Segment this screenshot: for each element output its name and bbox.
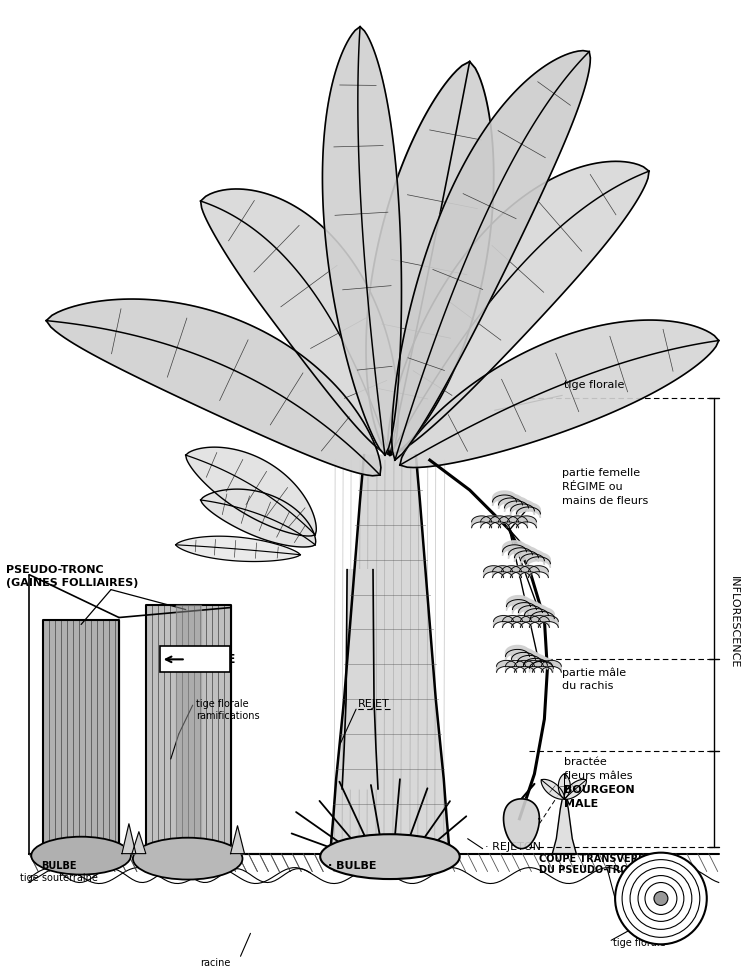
Polygon shape — [517, 503, 541, 518]
Polygon shape — [558, 774, 570, 799]
Polygon shape — [502, 566, 521, 577]
Polygon shape — [513, 599, 536, 614]
Polygon shape — [493, 616, 514, 627]
Text: mains de fleurs: mains de fleurs — [562, 496, 648, 506]
Polygon shape — [505, 646, 529, 660]
Polygon shape — [231, 826, 244, 854]
Text: tige florale: tige florale — [196, 700, 248, 709]
Text: RÉGIME ou: RÉGIME ou — [562, 482, 623, 492]
Polygon shape — [502, 616, 523, 627]
Ellipse shape — [32, 836, 131, 874]
Text: INFLORESCENCE: INFLORESCENCE — [729, 576, 738, 668]
Polygon shape — [526, 553, 550, 568]
Text: racine: racine — [200, 958, 231, 968]
Circle shape — [654, 891, 668, 906]
Polygon shape — [511, 566, 530, 577]
Polygon shape — [176, 536, 300, 562]
Text: COUPE TRANSVERSALE: COUPE TRANSVERSALE — [539, 854, 666, 864]
Text: DU PSEUDO-TRONC: DU PSEUDO-TRONC — [539, 865, 644, 874]
Text: fleurs mâles: fleurs mâles — [564, 771, 632, 781]
Polygon shape — [472, 516, 492, 528]
Polygon shape — [529, 616, 550, 627]
Polygon shape — [520, 550, 544, 565]
Text: du rachis: du rachis — [562, 681, 614, 692]
Ellipse shape — [320, 834, 459, 879]
Polygon shape — [481, 516, 501, 528]
Polygon shape — [532, 660, 553, 672]
Polygon shape — [366, 62, 494, 455]
Polygon shape — [511, 500, 535, 515]
Polygon shape — [43, 619, 119, 854]
Polygon shape — [508, 516, 527, 528]
Text: BOURGEON: BOURGEON — [564, 785, 635, 795]
Text: BULBE: BULBE — [41, 861, 77, 871]
Polygon shape — [342, 570, 378, 788]
Text: MALE: MALE — [564, 799, 599, 809]
Text: tige florale: tige florale — [564, 380, 625, 391]
Polygon shape — [122, 824, 136, 854]
Polygon shape — [511, 649, 535, 663]
Polygon shape — [511, 616, 532, 627]
Polygon shape — [508, 544, 532, 559]
Polygon shape — [132, 831, 146, 854]
Text: · BULBE: · BULBE — [328, 861, 377, 871]
Polygon shape — [507, 596, 530, 611]
Text: bractée: bractée — [564, 757, 607, 767]
Text: tige souterraine: tige souterraine — [20, 872, 98, 882]
Polygon shape — [505, 660, 526, 672]
Polygon shape — [517, 516, 536, 528]
Polygon shape — [553, 788, 576, 854]
Polygon shape — [201, 489, 316, 547]
Polygon shape — [514, 660, 535, 672]
Ellipse shape — [133, 837, 242, 879]
Polygon shape — [146, 605, 231, 854]
Text: REJET: REJET — [358, 700, 390, 709]
Polygon shape — [530, 608, 554, 622]
Polygon shape — [538, 616, 558, 627]
Polygon shape — [541, 780, 565, 799]
Polygon shape — [330, 455, 450, 854]
Polygon shape — [490, 516, 510, 528]
Text: · REJETON: · REJETON — [484, 841, 541, 852]
Polygon shape — [529, 566, 548, 577]
Polygon shape — [523, 655, 547, 669]
Polygon shape — [541, 660, 561, 672]
Polygon shape — [505, 497, 529, 512]
Polygon shape — [186, 447, 317, 536]
Text: tige florale: tige florale — [613, 938, 666, 949]
Text: (GAINES FOLLIAIRES): (GAINES FOLLIAIRES) — [6, 577, 139, 588]
Polygon shape — [400, 320, 719, 468]
Polygon shape — [524, 605, 548, 619]
Polygon shape — [496, 660, 517, 672]
Text: partie femelle: partie femelle — [562, 468, 641, 478]
Text: ramifications: ramifications — [196, 711, 259, 721]
Polygon shape — [499, 494, 523, 509]
Polygon shape — [499, 516, 518, 528]
Polygon shape — [201, 189, 399, 455]
Text: COUPE: COUPE — [189, 653, 236, 666]
Polygon shape — [388, 161, 649, 455]
Polygon shape — [523, 660, 544, 672]
Polygon shape — [520, 566, 539, 577]
Polygon shape — [493, 566, 513, 577]
Circle shape — [615, 853, 707, 945]
Polygon shape — [514, 547, 538, 562]
FancyBboxPatch shape — [160, 647, 229, 672]
Polygon shape — [46, 299, 381, 476]
Polygon shape — [517, 652, 541, 666]
Polygon shape — [176, 605, 201, 844]
Polygon shape — [484, 566, 504, 577]
Polygon shape — [323, 26, 402, 455]
Polygon shape — [502, 541, 526, 556]
Polygon shape — [564, 780, 587, 799]
Polygon shape — [392, 51, 590, 460]
Polygon shape — [493, 491, 517, 506]
Text: PSEUDO-TRONC: PSEUDO-TRONC — [6, 565, 104, 574]
Polygon shape — [518, 602, 542, 616]
Polygon shape — [504, 799, 539, 849]
Text: partie mâle: partie mâle — [562, 667, 626, 678]
Polygon shape — [529, 658, 553, 672]
Polygon shape — [520, 616, 541, 627]
